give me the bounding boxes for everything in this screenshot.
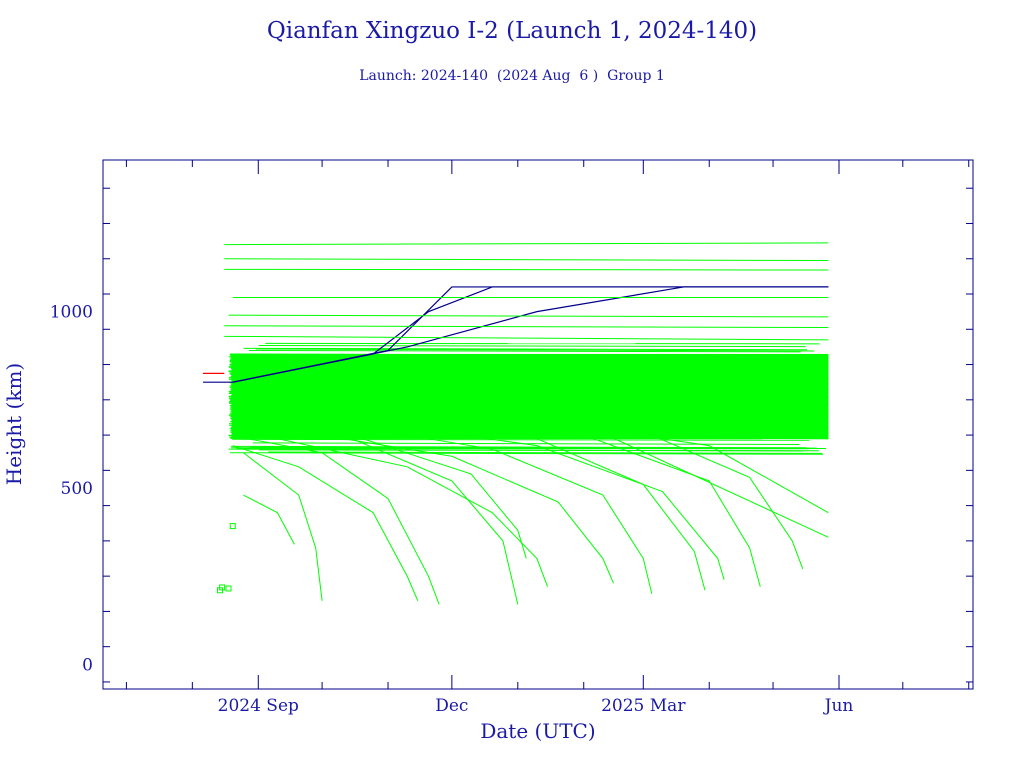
y-axis-title: Height (km)	[2, 363, 26, 485]
series-line-payloads-2	[232, 286, 829, 383]
debris-band-line	[268, 451, 823, 454]
series-line-debris-21	[492, 409, 804, 570]
x-axis-title: Date (UTC)	[480, 719, 595, 743]
series-line-debris-23	[258, 402, 829, 538]
series-line-debris-5	[224, 258, 829, 262]
debris-band-line	[259, 449, 819, 452]
y-tick-label: 500	[61, 479, 93, 499]
series-line-debris-11	[228, 434, 440, 605]
debris-band-fill	[231, 353, 829, 439]
series-line-debris-12	[232, 445, 419, 602]
debris-marker-2	[225, 585, 232, 592]
x-tick-label: 2024 Sep	[218, 696, 299, 716]
series-line-debris-10	[224, 335, 829, 341]
series-line-debris-22	[258, 395, 829, 514]
y-tick-label: 1000	[50, 303, 93, 323]
series-line-debris-25	[362, 420, 725, 580]
x-tick-label: Dec	[435, 696, 468, 716]
series-line-debris-4	[224, 242, 829, 246]
plot-frame	[102, 159, 974, 690]
series-line-debris-6	[224, 268, 829, 271]
y-tick-label: 0	[82, 655, 93, 675]
debris-band-line	[232, 438, 810, 441]
x-tick-label: 2025 Mar	[601, 696, 686, 716]
series-line-debris-16	[277, 438, 549, 587]
debris-band-line	[249, 349, 801, 353]
chart-subtitle: Launch: 2024-140 (2024 Aug 6 ) Group 1	[359, 68, 665, 84]
series-line-debris-9	[224, 325, 829, 329]
debris-marker-3	[229, 523, 236, 530]
series-line-debris-8	[228, 314, 829, 318]
tick-layer: 0 500 1000 2024 Sep Dec 2025 Mar Jun	[50, 160, 973, 716]
debris-marker-1	[219, 584, 226, 591]
series-line-debris-20	[428, 409, 761, 587]
series-line-debris-24	[232, 416, 527, 559]
series-line-debris-13	[243, 452, 323, 601]
x-tick-label: Jun	[823, 696, 854, 716]
debris-band-line	[243, 347, 808, 351]
data-layer	[202, 242, 829, 605]
debris-band-line	[258, 345, 806, 348]
series-line-debris-14	[243, 494, 295, 545]
series-line-debris-18	[341, 424, 653, 594]
debris-band-line	[255, 348, 815, 352]
series-line-debris-17	[298, 431, 614, 584]
chart-title: Qianfan Xingzuo I-2 (Launch 1, 2024-140)	[267, 18, 757, 44]
